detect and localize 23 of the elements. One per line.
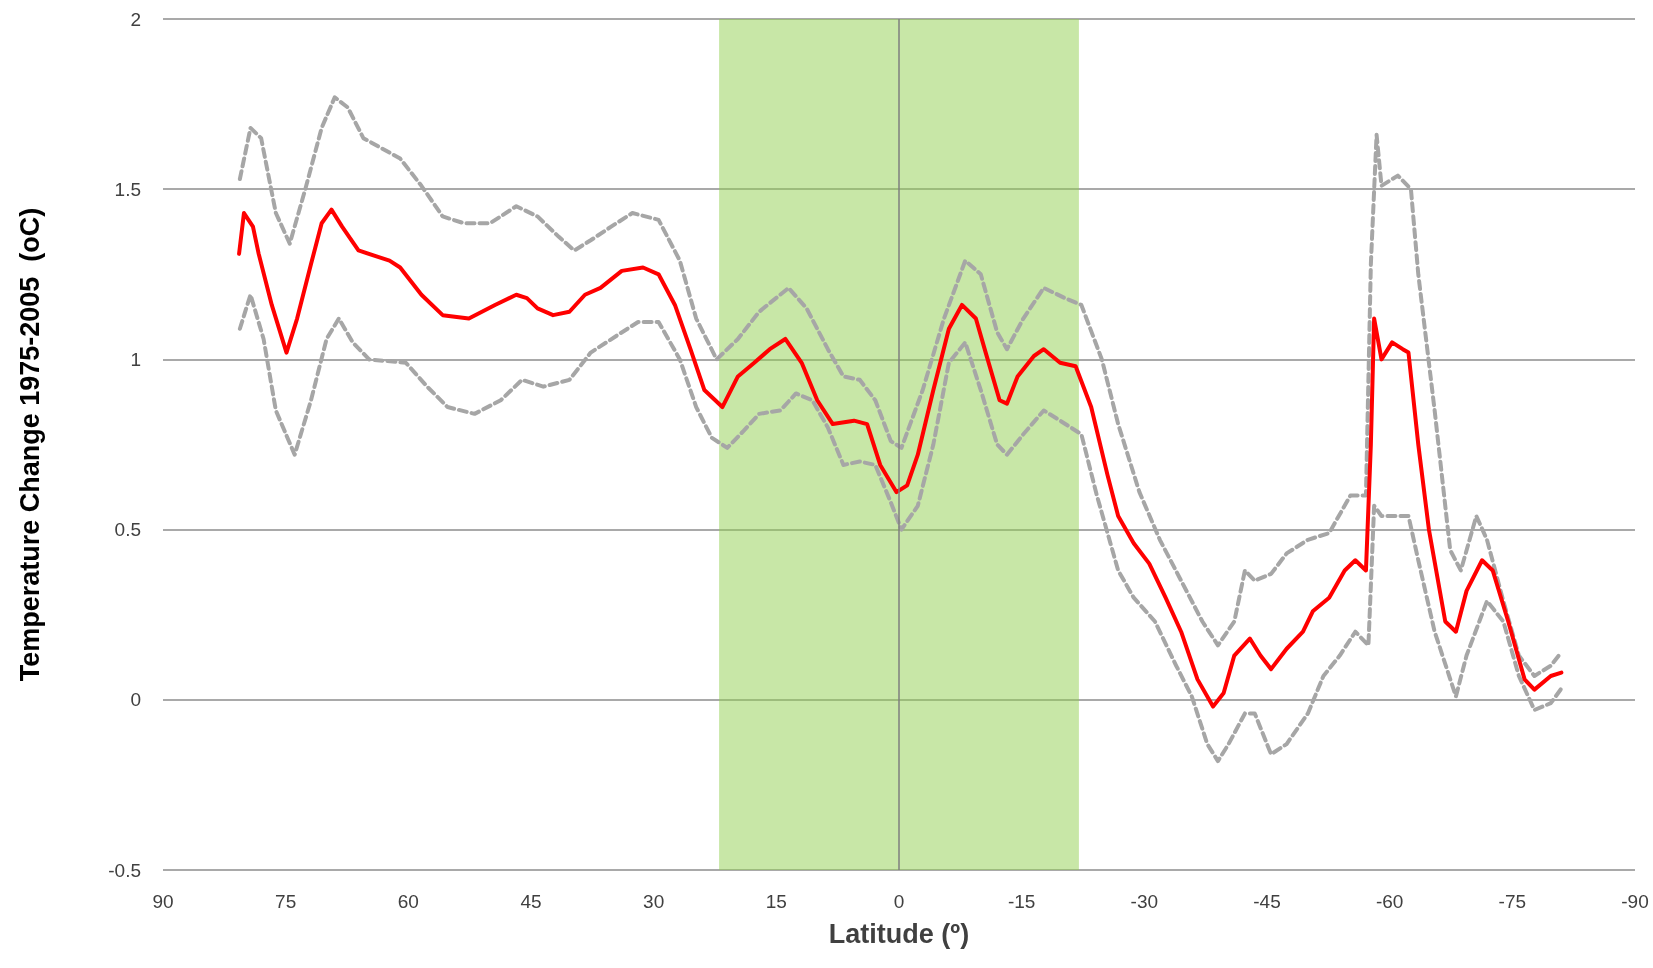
y-axis-title: Temperature Change 1975-2005 (oC) (14, 207, 45, 682)
x-tick-label: -90 (1621, 891, 1649, 912)
x-tick-label: -75 (1498, 891, 1527, 912)
line-series (237, 292, 1566, 764)
x-tick-label: 15 (765, 891, 787, 912)
x-tick-label: 90 (152, 891, 174, 912)
x-tick-label: 45 (520, 891, 542, 912)
x-tick-label: -60 (1375, 891, 1404, 912)
x-tick-label: -45 (1253, 891, 1281, 912)
y-tick-label: 1.5 (114, 178, 141, 200)
x-tick-label: 30 (643, 891, 665, 912)
x-tick-label: -30 (1130, 891, 1159, 912)
y-tick-label: 1 (130, 348, 141, 370)
x-tick-label: 0 (893, 891, 905, 912)
y-tick-label: -0.5 (108, 859, 141, 881)
y-tick-label: 0.5 (114, 519, 141, 541)
x-tick-label: 60 (397, 891, 419, 912)
x-tick-label: 75 (275, 891, 297, 912)
y-tick-label: 2 (130, 8, 141, 30)
x-tick-label: -15 (1007, 891, 1036, 912)
line-series (237, 207, 1564, 709)
x-axis-title: Latitude (º) (828, 918, 970, 949)
y-tick-label: 0 (130, 689, 141, 711)
